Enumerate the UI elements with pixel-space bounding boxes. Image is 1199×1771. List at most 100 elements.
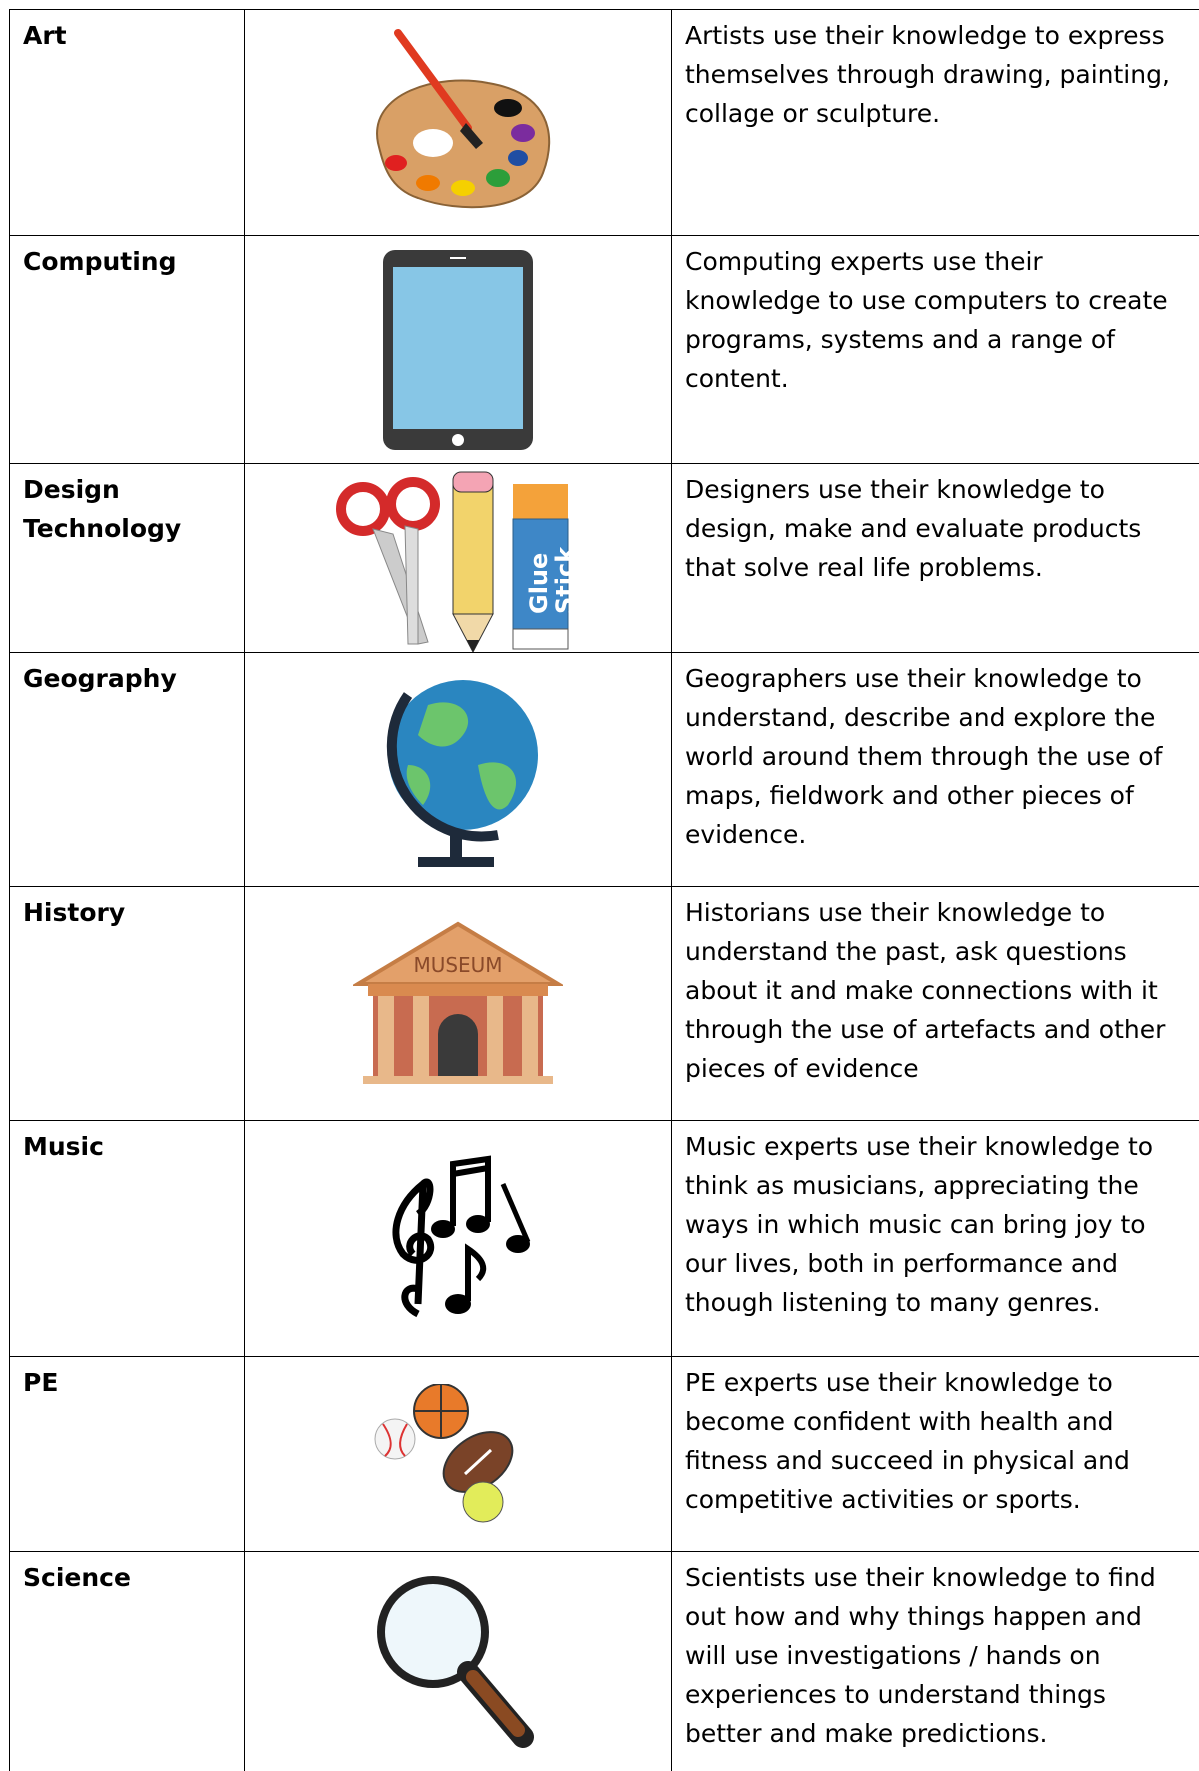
icon-shape: [511, 123, 535, 142]
description-line: about it and make connections with it: [685, 976, 1158, 1005]
description-line: programs, systems and a range of: [685, 325, 1115, 354]
icon-shape: [487, 995, 503, 1076]
subject-cell: History: [9, 886, 244, 1120]
icon-cell: [244, 9, 671, 235]
icon-shape: [462, 1481, 504, 1523]
icon-shape: [452, 471, 494, 492]
icon-shape: [452, 483, 494, 614]
description-line: themselves through drawing, painting,: [685, 60, 1170, 89]
icon-shape: [414, 1384, 468, 1438]
icon-shape: [413, 128, 453, 157]
icon-shape: [512, 628, 569, 649]
icon-shape: [452, 433, 464, 446]
description-cell: Computing experts use their knowledge to …: [671, 235, 1199, 463]
icon-shape: MUSEUM: [413, 953, 502, 977]
icon-shape: [450, 1155, 491, 1226]
description-line: ways in which music can bring joy to: [685, 1210, 1146, 1239]
description-line: Designers use their knowledge to: [685, 475, 1105, 504]
subject-cell: PE: [9, 1356, 244, 1551]
description-line: knowledge to use computers to create: [685, 286, 1168, 315]
icon-cell: MUSEUM: [244, 886, 671, 1120]
description-cell: Scientists use their knowledge to find ou…: [671, 1551, 1199, 1771]
icon-shape: [450, 834, 462, 860]
icon-shape: [386, 679, 538, 867]
description-line: think as musicians, appreciating the: [685, 1171, 1139, 1200]
icon-shape: [392, 1155, 531, 1317]
icon-shape: [385, 154, 407, 171]
icon-shape: [413, 995, 429, 1076]
icon-shape: [506, 1234, 530, 1253]
description-line: pieces of evidence: [685, 1054, 919, 1083]
icon-shape: [513, 483, 568, 524]
icon-shape: [445, 1293, 471, 1314]
icon-label: Glue: [525, 552, 553, 613]
icon-shape: [460, 122, 483, 149]
description-cell: Geographers use their knowledge to unders…: [671, 652, 1199, 886]
subject-cell: Science: [9, 1551, 244, 1771]
icon-shape: [494, 98, 522, 117]
icon-shape: [372, 527, 429, 645]
icon-shape: [383, 249, 533, 450]
description-line: that solve real life problems.: [685, 553, 1043, 582]
icon-shape: [431, 1219, 455, 1238]
icon-shape: GlueStick: [336, 471, 579, 652]
icon-shape: [368, 983, 548, 996]
icon-shape: [500, 1182, 531, 1243]
description-line: out how and why things happen and: [685, 1602, 1142, 1631]
description-line: Artists use their knowledge to express: [685, 21, 1165, 50]
icon-shape: [451, 179, 475, 196]
description-line: collage or sculpture.: [685, 99, 941, 128]
icon-shape: [486, 168, 510, 187]
description-line: content.: [685, 364, 789, 393]
description-line: though listening to many genres.: [685, 1288, 1101, 1317]
description-line: world around them through the use of: [685, 742, 1163, 771]
icon-shape: [374, 1418, 416, 1460]
icon-shape: [416, 174, 440, 191]
icon-shape: [378, 995, 394, 1076]
icon-shape: [508, 149, 528, 166]
icon-shape: [386, 476, 440, 531]
icon-shape: [418, 856, 494, 867]
icon-shape: [466, 1669, 525, 1737]
icon-shape: [336, 481, 390, 536]
icon-cell: [244, 1551, 671, 1771]
icon-shape: [512, 518, 569, 629]
icon-shape: [363, 1075, 553, 1084]
icon-cell: [244, 235, 671, 463]
icon-cell: [244, 652, 671, 886]
icon-shape: [463, 1448, 493, 1476]
icon-cell: GlueStick: [244, 463, 671, 652]
subject-cell: Music: [9, 1120, 244, 1356]
description-line: will use investigations / hands on: [685, 1641, 1101, 1670]
description-line: through the use of artefacts and other: [685, 1015, 1166, 1044]
description-line: Music experts use their knowledge to: [685, 1132, 1154, 1161]
icon-shape: [374, 1384, 514, 1523]
description-cell: PE experts use their knowledge to become …: [671, 1356, 1199, 1551]
description-line: PE experts use their knowledge to: [685, 1368, 1113, 1397]
icon-cell: [244, 1120, 671, 1356]
subject-cell: Geography: [9, 652, 244, 886]
description-line: Historians use their knowledge to: [685, 898, 1106, 927]
icon-shape: [394, 28, 472, 132]
icon-shape: [377, 1575, 489, 1688]
description-line: fitness and succeed in physical and: [685, 1446, 1130, 1475]
description-cell: Designers use their knowledge to design, …: [671, 463, 1199, 652]
description-cell: Artists use their knowledge to express th…: [671, 9, 1199, 235]
icon-label: Stick: [551, 545, 579, 613]
icon-shape: [452, 613, 494, 652]
icon-shape: [386, 691, 499, 841]
description-line: Scientists use their knowledge to find: [685, 1563, 1156, 1592]
description-line: become confident with health and: [685, 1407, 1114, 1436]
description-line: evidence.: [685, 820, 807, 849]
description-line: better and make predictions.: [685, 1719, 1048, 1748]
description-line: experiences to understand things: [685, 1680, 1106, 1709]
subject-cell: Art: [9, 9, 244, 235]
icon-shape: [393, 266, 523, 429]
icon-shape: [466, 1214, 490, 1233]
icon-shape: MUSEUM: [353, 921, 563, 1084]
icon-shape: [382, 1423, 408, 1457]
subject-cell: Design Technology: [9, 463, 244, 652]
description-line: understand, describe and explore the: [685, 703, 1156, 732]
subject-cell: Computing: [9, 235, 244, 463]
